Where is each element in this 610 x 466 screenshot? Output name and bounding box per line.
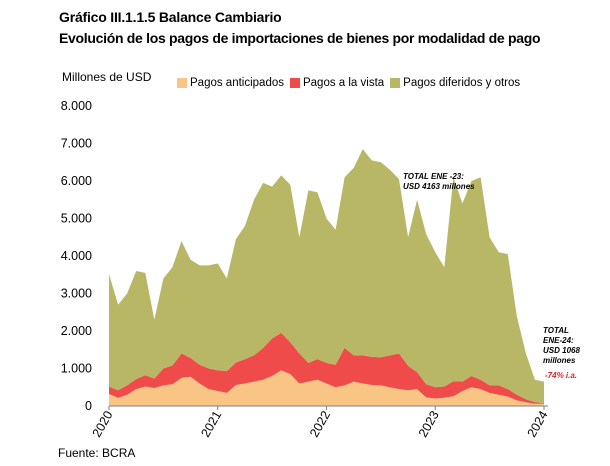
x-tick-label: 2023 bbox=[416, 408, 442, 439]
annotation-text: USD 4163 millones bbox=[403, 182, 475, 191]
source-note: Fuente: BCRA bbox=[58, 446, 136, 460]
annotation-text: TOTAL ENE -23: bbox=[403, 172, 464, 181]
legend-item-vista: Pagos a la vista bbox=[289, 77, 385, 89]
y-axis-label: Millones de USD bbox=[62, 70, 152, 84]
annotation-text: TOTAL bbox=[543, 326, 569, 335]
x-tick-label: 2021 bbox=[198, 408, 224, 439]
x-tick-label: 2020 bbox=[90, 408, 116, 439]
x-tick-label: 2024 bbox=[525, 408, 551, 439]
annotation-text: millones bbox=[543, 356, 576, 365]
y-tick-label: 1.000 bbox=[61, 362, 92, 376]
area-anticipados bbox=[109, 370, 544, 406]
legend-swatch-vista bbox=[289, 78, 300, 88]
legend-swatch-diferidos bbox=[390, 78, 401, 88]
chart-title: Gráfico III.1.1.5 Balance Cambiario bbox=[59, 9, 282, 25]
legend-label-anticipados: Pagos anticipados bbox=[190, 77, 284, 89]
chart-legend: Pagos anticipados Pagos a la vista Pagos… bbox=[177, 77, 526, 89]
y-tick-label: 6.000 bbox=[61, 174, 92, 188]
y-tick-label: 5.000 bbox=[61, 212, 92, 226]
area-vista bbox=[109, 332, 544, 404]
legend-item-diferidos: Pagos diferidos y otros bbox=[390, 77, 520, 89]
legend-item-anticipados: Pagos anticipados bbox=[177, 77, 284, 89]
x-tick-label: 2022 bbox=[307, 408, 333, 439]
annotation-text: USD 1068 bbox=[543, 346, 580, 355]
annotation-text: ENE-24: bbox=[543, 336, 574, 345]
y-tick-label: 8.000 bbox=[61, 99, 92, 113]
y-tick-label: 4.000 bbox=[61, 249, 92, 263]
area-diferidos bbox=[109, 149, 544, 403]
chart-subtitle: Evolución de los pagos de importaciones … bbox=[59, 30, 541, 46]
y-tick-label: 2.000 bbox=[61, 324, 92, 338]
y-tick-label: 0 bbox=[85, 399, 92, 413]
legend-swatch-anticipados bbox=[177, 78, 187, 88]
legend-label-diferidos: Pagos diferidos y otros bbox=[403, 77, 521, 89]
y-tick-label: 3.000 bbox=[61, 287, 92, 301]
y-tick-label: 7.000 bbox=[61, 137, 92, 151]
legend-label-vista: Pagos a la vista bbox=[302, 77, 385, 89]
annotation-text: -74% i.a. bbox=[545, 371, 577, 380]
